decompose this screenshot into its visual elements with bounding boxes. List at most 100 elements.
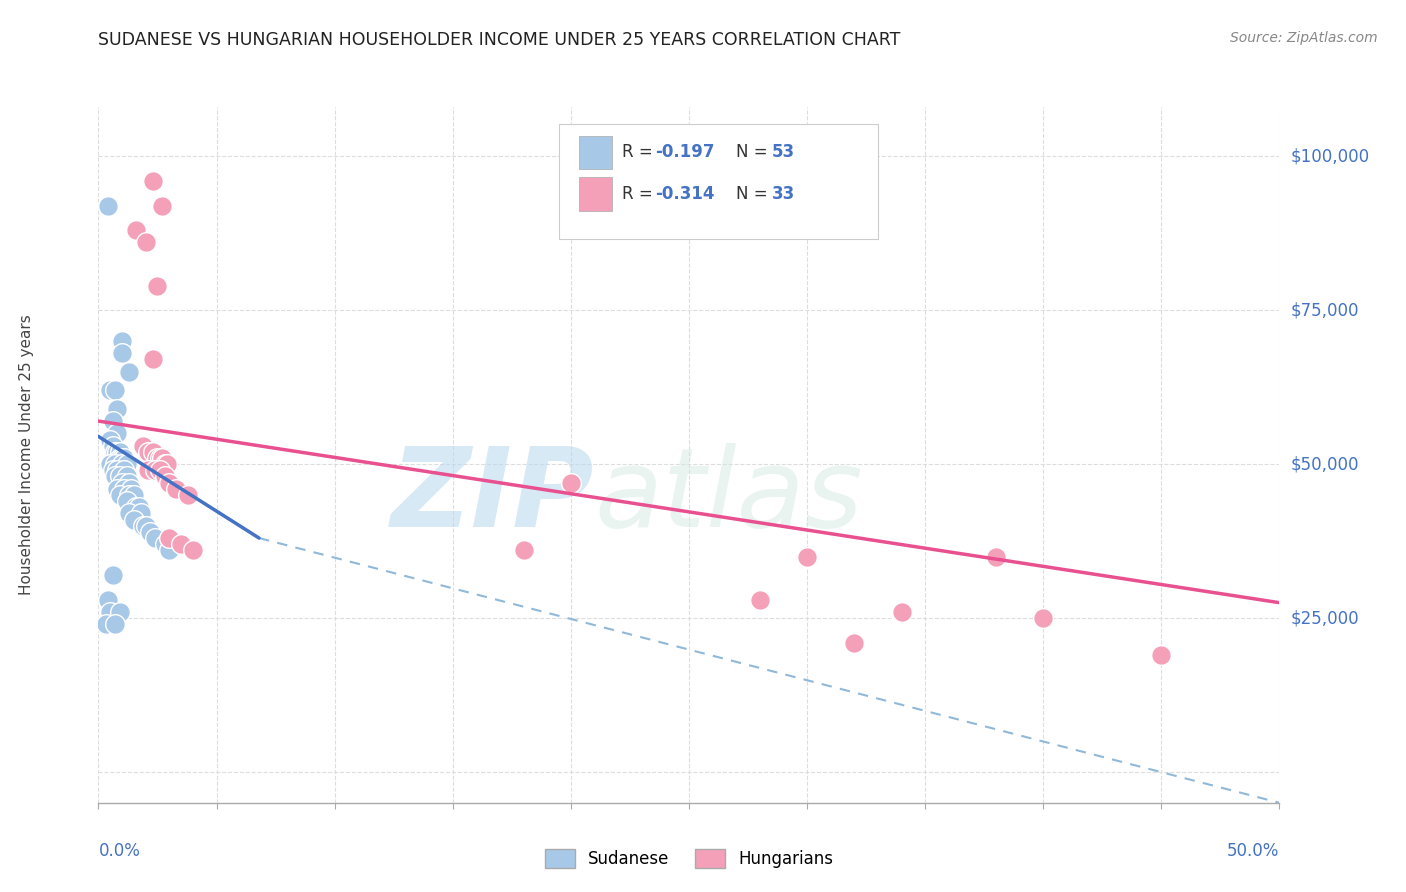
Point	[112, 450, 135, 465]
Point	[101, 568, 124, 582]
Text: $50,000: $50,000	[1291, 455, 1360, 473]
Point	[125, 223, 148, 237]
Point	[1032, 611, 1054, 625]
Point	[748, 592, 770, 607]
Text: ZIP: ZIP	[391, 443, 595, 550]
Point	[560, 475, 582, 490]
Point	[142, 174, 165, 188]
Point	[157, 543, 180, 558]
Point	[101, 439, 124, 453]
Point	[97, 592, 120, 607]
Point	[122, 512, 145, 526]
Point	[98, 605, 121, 619]
Point	[181, 543, 204, 558]
Point	[101, 463, 124, 477]
Point	[984, 549, 1007, 564]
Point	[150, 198, 173, 212]
Point	[115, 457, 138, 471]
FancyBboxPatch shape	[560, 124, 877, 239]
Text: atlas: atlas	[595, 443, 863, 550]
Point	[104, 617, 127, 632]
Point	[115, 494, 138, 508]
Point	[150, 450, 173, 465]
Point	[125, 500, 148, 515]
Point	[165, 482, 187, 496]
Text: N =: N =	[737, 185, 773, 203]
Point	[142, 445, 165, 459]
Point	[104, 469, 127, 483]
Point	[118, 507, 141, 521]
Text: N =: N =	[737, 144, 773, 161]
Point	[512, 543, 534, 558]
Point	[101, 414, 124, 428]
Point	[111, 457, 134, 471]
Point	[112, 482, 135, 496]
Text: 0.0%: 0.0%	[98, 842, 141, 860]
Point	[118, 365, 141, 379]
Point	[135, 235, 157, 250]
Point	[121, 482, 143, 496]
Point	[108, 450, 131, 465]
Text: -0.314: -0.314	[655, 185, 714, 203]
Point	[108, 445, 131, 459]
Point	[156, 457, 179, 471]
Point	[146, 278, 169, 293]
Point	[153, 537, 176, 551]
Point	[844, 636, 866, 650]
Point	[143, 463, 166, 477]
Point	[104, 445, 127, 459]
Text: Householder Income Under 25 years: Householder Income Under 25 years	[18, 315, 34, 595]
Point	[115, 469, 138, 483]
Point	[890, 605, 912, 619]
Point	[170, 537, 193, 551]
Point	[105, 426, 128, 441]
Point	[94, 617, 117, 632]
Point	[128, 500, 150, 515]
Point	[104, 457, 127, 471]
Point	[108, 605, 131, 619]
Point	[111, 450, 134, 465]
Point	[153, 469, 176, 483]
Point	[1150, 648, 1173, 662]
Point	[149, 450, 172, 465]
Text: $100,000: $100,000	[1291, 147, 1369, 165]
Point	[157, 475, 180, 490]
Legend: Sudanese, Hungarians: Sudanese, Hungarians	[538, 842, 839, 874]
Point	[142, 352, 165, 367]
Text: $75,000: $75,000	[1291, 301, 1360, 319]
Point	[111, 475, 134, 490]
Text: SUDANESE VS HUNGARIAN HOUSEHOLDER INCOME UNDER 25 YEARS CORRELATION CHART: SUDANESE VS HUNGARIAN HOUSEHOLDER INCOME…	[98, 31, 901, 49]
Point	[135, 518, 157, 533]
Point	[796, 549, 818, 564]
Point	[98, 433, 121, 447]
Point	[105, 445, 128, 459]
Point	[104, 384, 127, 398]
Point	[129, 507, 152, 521]
Text: 53: 53	[772, 144, 794, 161]
Text: Source: ZipAtlas.com: Source: ZipAtlas.com	[1230, 31, 1378, 45]
Point	[132, 518, 155, 533]
Point	[136, 445, 159, 459]
Point	[108, 469, 131, 483]
Point	[118, 475, 141, 490]
Point	[122, 488, 145, 502]
Point	[143, 531, 166, 545]
Text: -0.197: -0.197	[655, 144, 714, 161]
Point	[98, 384, 121, 398]
Point	[105, 482, 128, 496]
Point	[112, 463, 135, 477]
Point	[136, 463, 159, 477]
Point	[98, 457, 121, 471]
Text: $25,000: $25,000	[1291, 609, 1360, 627]
Text: 33: 33	[772, 185, 794, 203]
Point	[118, 488, 141, 502]
Text: 50.0%: 50.0%	[1227, 842, 1279, 860]
Point	[111, 334, 134, 348]
Point	[105, 401, 128, 416]
Text: R =: R =	[621, 185, 658, 203]
Point	[132, 439, 155, 453]
Text: R =: R =	[621, 144, 658, 161]
Point	[111, 346, 134, 360]
Point	[146, 450, 169, 465]
FancyBboxPatch shape	[579, 178, 612, 211]
